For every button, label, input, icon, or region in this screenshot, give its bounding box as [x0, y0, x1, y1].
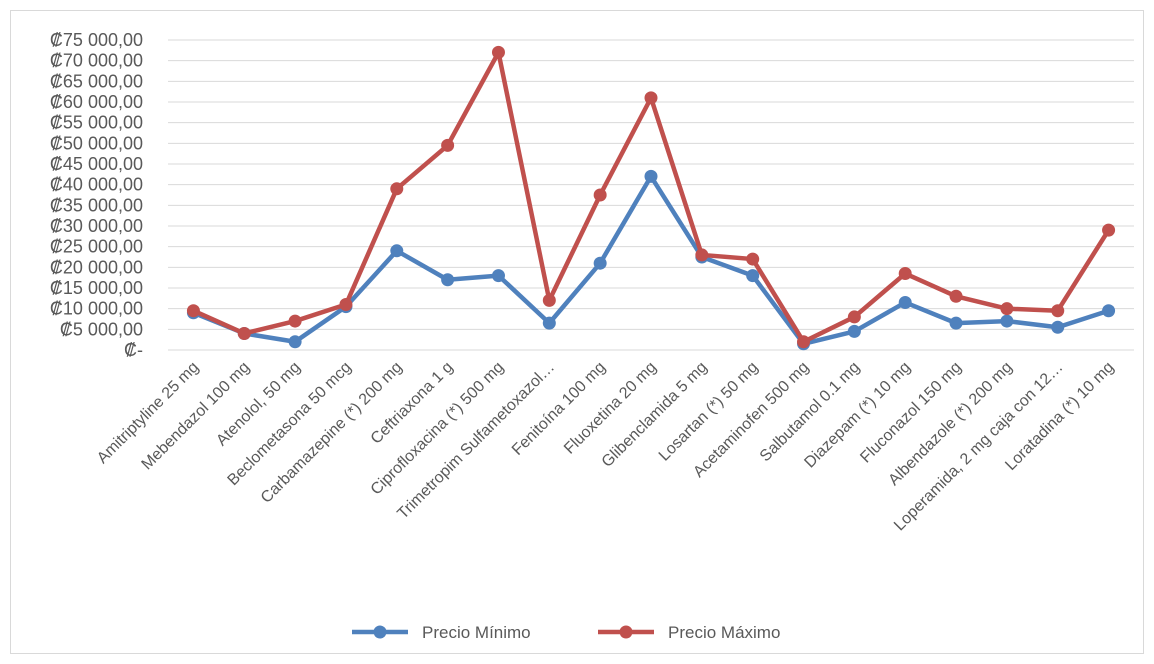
legend-entry: Precio Mínimo — [352, 623, 531, 642]
data-point — [797, 335, 811, 349]
data-point — [288, 335, 302, 349]
x-tick-label: Fluoxetina 20 mg — [561, 359, 660, 458]
legend-label: Precio Máximo — [668, 623, 780, 642]
y-tick-label: ₡20 000,00 — [50, 257, 143, 277]
series-1 — [186, 45, 1116, 349]
series-lines — [186, 45, 1116, 351]
y-tick-label: ₡75 000,00 — [50, 30, 143, 50]
data-point — [949, 289, 963, 303]
data-point — [186, 304, 200, 318]
y-tick-label: ₡65 000,00 — [50, 71, 143, 91]
data-point — [441, 273, 455, 287]
data-point — [949, 316, 963, 330]
data-point — [695, 248, 709, 262]
data-point — [1000, 302, 1014, 316]
data-point — [746, 269, 760, 283]
series-line — [192, 174, 1110, 347]
chart-area — [10, 10, 1144, 654]
series-0 — [186, 169, 1116, 351]
data-point — [491, 45, 505, 59]
data-point — [491, 269, 505, 283]
y-tick-label: ₡40 000,00 — [50, 175, 143, 195]
data-point — [288, 314, 302, 328]
data-point — [1051, 304, 1065, 318]
data-point — [1051, 320, 1065, 334]
y-tick-label: ₡30 000,00 — [50, 216, 143, 236]
y-tick-label: ₡10 000,00 — [50, 299, 143, 319]
y-tick-label: ₡25 000,00 — [50, 237, 143, 257]
legend-marker — [619, 625, 633, 639]
legend-entry: Precio Máximo — [598, 623, 780, 642]
y-tick-label: ₡70 000,00 — [50, 51, 143, 71]
y-tick-label: ₡35 000,00 — [50, 195, 143, 215]
legend-label: Precio Mínimo — [422, 623, 531, 642]
y-axis-tick-labels: ₡-₡5 000,00₡10 000,00₡15 000,00₡20 000,0… — [50, 30, 143, 360]
legend-marker — [373, 625, 387, 639]
data-point — [593, 188, 607, 202]
data-point — [441, 138, 455, 152]
data-point — [1102, 223, 1116, 237]
y-tick-label: ₡45 000,00 — [50, 154, 143, 174]
data-point — [390, 182, 404, 196]
data-point — [644, 169, 658, 183]
x-tick-label: Fenitoína 100 mg — [509, 359, 609, 459]
x-tick-label: Losartan (*) 50 mg — [656, 359, 762, 465]
data-point — [898, 267, 912, 281]
legend: Precio Mínimo Precio Máximo — [352, 623, 780, 642]
y-tick-label: ₡- — [124, 340, 143, 360]
y-tick-label: ₡60 000,00 — [50, 92, 143, 112]
data-point — [644, 91, 658, 105]
y-tick-label: ₡15 000,00 — [50, 278, 143, 298]
y-tick-label: ₡55 000,00 — [50, 113, 143, 133]
data-point — [339, 298, 353, 312]
y-tick-label: ₡5 000,00 — [60, 319, 143, 339]
data-point — [542, 293, 556, 307]
y-tick-label: ₡50 000,00 — [50, 133, 143, 153]
data-point — [542, 316, 556, 330]
data-point — [593, 256, 607, 270]
data-point — [237, 326, 251, 340]
gridlines — [168, 39, 1134, 351]
data-point — [1102, 304, 1116, 318]
x-tick-label: Salbutamol 0.1 mg — [757, 359, 863, 465]
data-point — [390, 244, 404, 258]
data-point — [898, 295, 912, 309]
data-point — [847, 324, 861, 338]
data-point — [847, 310, 861, 324]
data-point — [1000, 314, 1014, 328]
data-point — [746, 252, 760, 266]
